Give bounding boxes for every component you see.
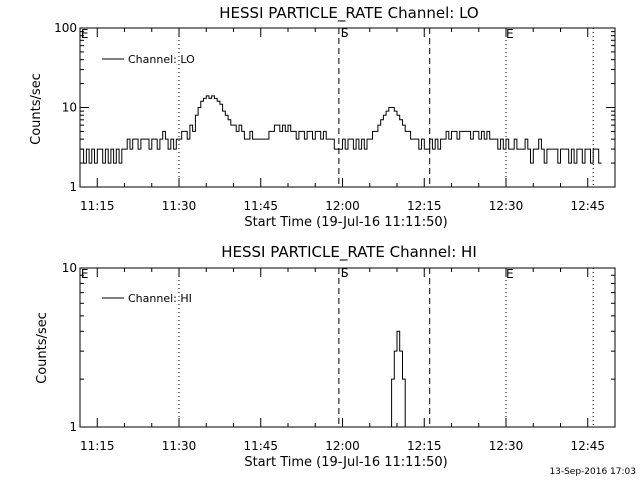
y-tick-label: 100 [54,21,77,35]
y-axis-label: Counts/sec [35,312,50,384]
y-tick-label: 1 [69,180,77,194]
x-tick-label: 11:45 [243,439,278,453]
x-tick-label: 12:30 [489,199,524,213]
x-tick-label: 11:30 [162,199,197,213]
panel-title: HESSI PARTICLE_RATE Channel: HI [221,243,477,262]
panel-lo-channel: HESSI PARTICLE_RATE Channel: LO Counts/s… [29,4,616,230]
edge-label: E [506,27,514,41]
marker-label: S [341,266,349,280]
plot-axes: 11:15 11:30 11:45 12:00 12:15 12:30 12:45 1 10 [62,261,616,453]
time-markers: S [178,266,594,427]
x-tick-label: 12:00 [325,439,360,453]
x-tick-label: 12:15 [407,439,442,453]
x-tick-label: 11:15 [80,439,115,453]
x-tick-label: 11:15 [80,199,115,213]
panel-hi-channel: HESSI PARTICLE_RATE Channel: HI Counts/s… [35,243,616,470]
y-tick-label: 10 [62,261,77,275]
edge-label: E [81,27,89,41]
legend-label: Channel: LO [128,53,195,66]
legend: Channel: HI [102,292,192,305]
edge-label: E [81,267,89,281]
marker-label: S [341,26,349,40]
x-tick-label: 11:45 [243,199,278,213]
series-lines [80,95,602,164]
y-tick-label: 1 [69,420,77,434]
footer-timestamp: 13-Sep-2016 17:03 [549,467,636,477]
x-tick-label: 12:00 [325,199,360,213]
series-line [388,330,409,428]
y-tick-label: 10 [62,101,77,115]
plot-axes: 11:15 11:30 11:45 12:00 12:15 12:30 12:45 1 10 10… [54,21,616,213]
panel-title: HESSI PARTICLE_RATE Channel: LO [219,4,478,23]
x-tick-label: 12:30 [489,439,524,453]
x-tick-label: 12:45 [570,439,605,453]
x-tick-label: 12:45 [570,199,605,213]
series-line [80,95,602,164]
x-tick-label: 11:30 [162,439,197,453]
plot-frame [79,267,616,428]
series-lines [388,330,409,428]
x-axis-label: Start Time (19-Jul-16 11:11:50) [244,215,447,230]
x-tick-label: 12:15 [407,199,442,213]
legend: Channel: LO [102,53,195,66]
y-axis-label: Counts/sec [29,73,44,145]
legend-label: Channel: HI [128,292,192,305]
x-axis-label: Start Time (19-Jul-16 11:11:50) [244,455,447,470]
edge-label: E [506,267,514,281]
